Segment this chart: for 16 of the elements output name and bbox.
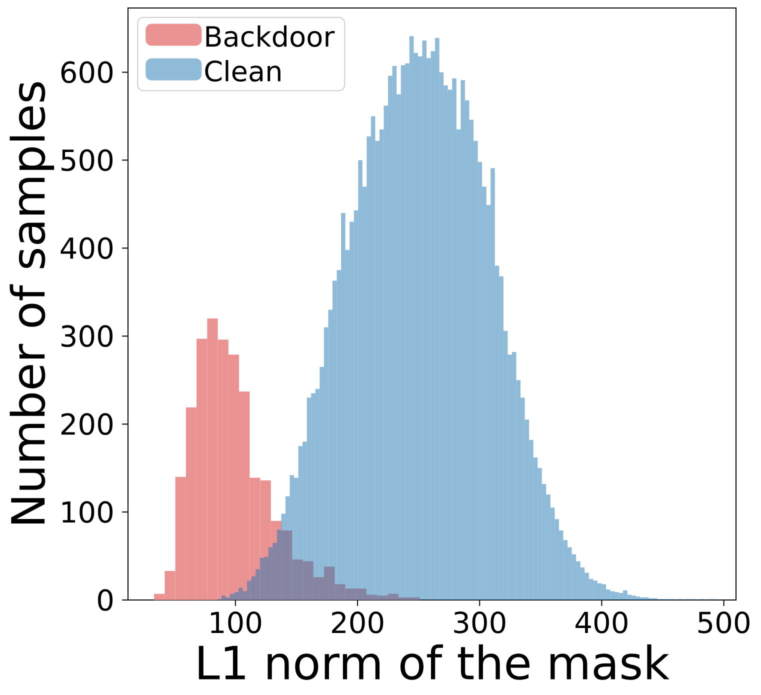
y-tick-label: 100 [62,501,113,523]
legend-label: Backdoor [206,25,335,47]
y-tick-label: 500 [62,149,113,172]
x-tick-label: 300 [454,612,506,634]
x-tick-label: 400 [576,612,628,634]
x-tick-label: 500 [698,612,750,634]
y-tick-label: 200 [61,413,113,435]
y-tick-label: 0 [98,589,113,611]
y-tick-label: 400 [60,237,113,260]
x-axis-title: L1 norm of the mask [198,644,670,680]
y-tick-label: 600 [61,61,113,84]
x-tick-label: 200 [332,612,384,634]
y-tick-label: 300 [62,325,113,348]
legend-label: Clean [205,60,280,82]
x-tick-label: 100 [211,612,262,634]
y-axis-title: Number of samples [10,82,54,524]
